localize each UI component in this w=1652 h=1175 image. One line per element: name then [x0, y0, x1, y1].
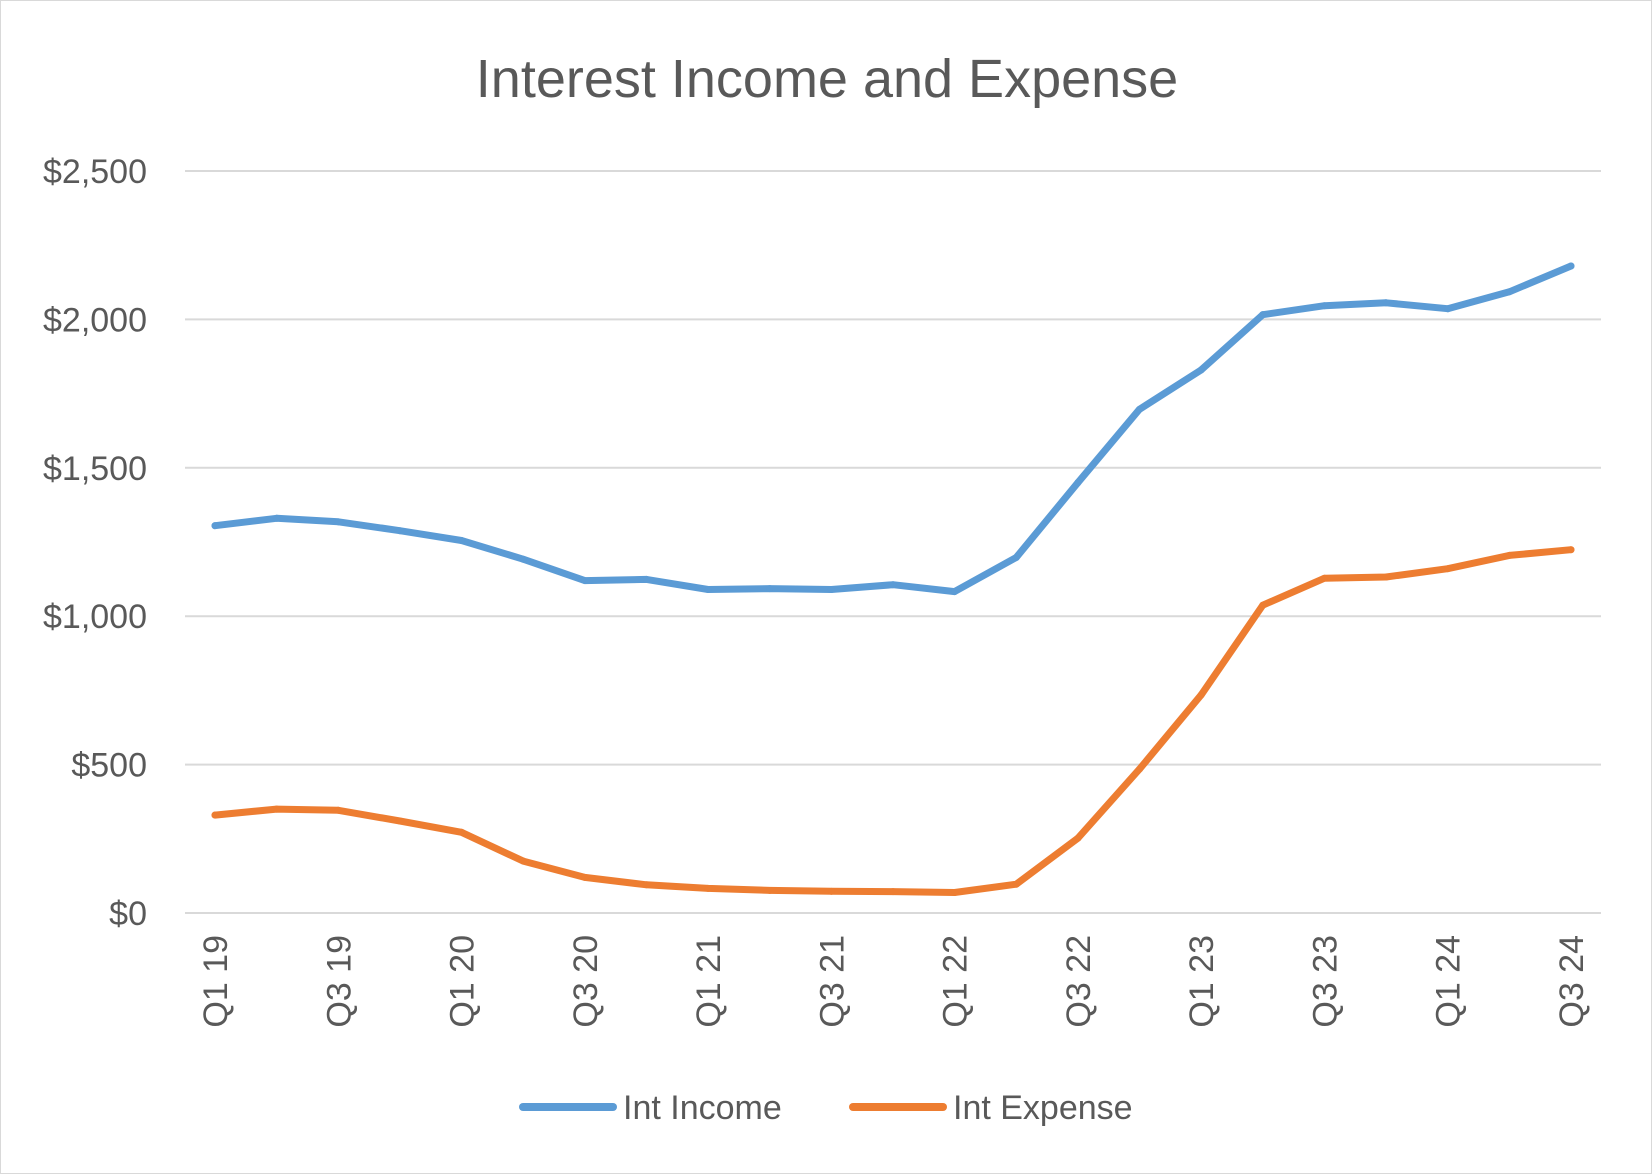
x-tick-label: Q3 22: [1060, 935, 1098, 1028]
data-point: [889, 581, 897, 589]
data-point: [519, 857, 527, 865]
data-point: [889, 888, 897, 896]
x-axis-tick-labels: Q1 19 Q3 19 Q1 20 Q3 20 Q1 21 Q3 21 Q1 22 Q3 22…: [197, 935, 1591, 1028]
legend: Int Income Int Expense: [519, 1089, 1133, 1127]
data-point: [1074, 479, 1082, 487]
data-point: [1012, 880, 1020, 888]
x-tick-label: Q3 23: [1306, 935, 1344, 1028]
data-point: [1320, 302, 1328, 310]
data-point: [581, 577, 589, 585]
y-tick-label: $1,500: [43, 450, 147, 488]
data-point: [1382, 573, 1390, 581]
data-point: [1320, 574, 1328, 582]
data-point: [458, 537, 466, 545]
y-tick-label: $0: [109, 895, 147, 933]
data-point: [642, 881, 650, 889]
x-tick-label: Q3 19: [320, 935, 358, 1028]
data-point: [1567, 262, 1575, 270]
data-point: [334, 518, 342, 526]
data-point: [1259, 601, 1267, 609]
data-point: [1136, 765, 1144, 773]
data-point: [211, 811, 219, 819]
data-point: [704, 884, 712, 892]
x-tick-label: Q1 21: [690, 935, 728, 1028]
x-tick-label: Q1 19: [197, 935, 235, 1028]
data-point: [396, 817, 404, 825]
data-point: [1567, 546, 1575, 554]
data-point: [827, 585, 835, 593]
x-tick-label: Q1 24: [1430, 935, 1468, 1028]
x-tick-label: Q3 21: [813, 935, 851, 1028]
data-point: [581, 873, 589, 881]
series-line-int-expense: [211, 546, 1575, 896]
data-point: [334, 806, 342, 814]
data-point: [273, 805, 281, 813]
x-tick-label: Q1 23: [1183, 935, 1221, 1028]
gridlines: [185, 170, 1601, 914]
data-point: [1136, 405, 1144, 413]
x-tick-label: Q1 20: [444, 935, 482, 1028]
chart-title: Interest Income and Expense: [476, 49, 1178, 109]
x-tick-label: Q1 22: [937, 935, 975, 1028]
data-point: [1074, 834, 1082, 842]
data-point: [642, 575, 650, 583]
series-line-int-income: [211, 262, 1575, 596]
data-point: [1444, 565, 1452, 573]
data-point: [273, 514, 281, 522]
data-point: [1382, 299, 1390, 307]
data-point: [951, 588, 959, 596]
y-tick-label: $2,000: [43, 301, 147, 339]
data-point: [1197, 366, 1205, 374]
x-tick-label: Q3 20: [567, 935, 605, 1028]
data-point: [766, 886, 774, 894]
data-point: [519, 555, 527, 563]
legend-label: Int Income: [623, 1089, 782, 1127]
data-point: [1505, 288, 1513, 296]
y-tick-label: $500: [71, 747, 147, 785]
data-point: [766, 585, 774, 593]
legend-label: Int Expense: [953, 1089, 1133, 1127]
data-point: [1444, 305, 1452, 313]
y-tick-label: $2,500: [43, 153, 147, 191]
data-point: [1012, 553, 1020, 561]
data-point: [1259, 311, 1267, 319]
y-axis-tick-labels: $0 $500 $1,000 $1,500 $2,000 $2,500: [43, 153, 147, 933]
y-tick-label: $1,000: [43, 598, 147, 636]
data-point: [1197, 691, 1205, 699]
data-point: [396, 527, 404, 535]
data-point: [458, 828, 466, 836]
data-point: [1505, 551, 1513, 559]
data-point: [951, 889, 959, 897]
x-tick-label: Q3 24: [1553, 935, 1591, 1028]
data-point: [827, 887, 835, 895]
data-point: [211, 522, 219, 530]
data-point: [704, 585, 712, 593]
series-lines: [211, 262, 1575, 897]
